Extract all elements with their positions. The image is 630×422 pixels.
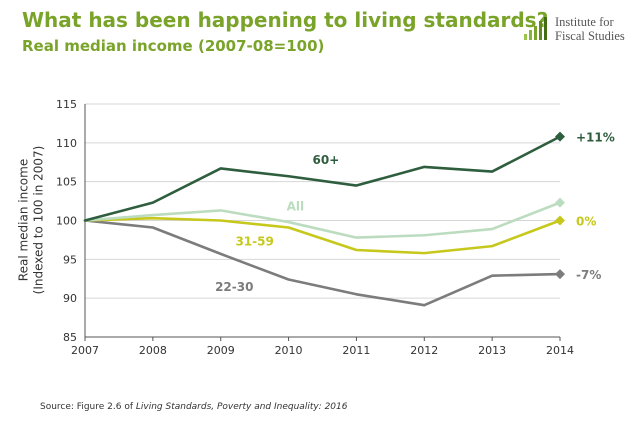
ifs-logo: Institute for Fiscal Studies: [523, 14, 625, 54]
source-prefix: Source: Figure 2.6 of: [40, 402, 136, 412]
logo-text-line2: Fiscal Studies: [555, 29, 625, 43]
end-marker-31-59: [555, 215, 565, 226]
series-line-31-59: [83, 216, 562, 255]
source-publication: Living Standards, Poverty and Inequality…: [135, 402, 348, 412]
y-tick-label: 95: [63, 253, 77, 266]
end-marker-All: [555, 197, 565, 208]
y-axis-label: Real median income(Indexed to 100 in 200…: [17, 146, 46, 295]
logo-text-line1: Institute for: [555, 15, 614, 29]
y-tick-label: 105: [56, 176, 77, 189]
x-tick-label: 2008: [139, 344, 167, 357]
series-label-31-59: 31-59: [235, 234, 273, 248]
end-marker-60+: [555, 131, 565, 142]
chart-subtitle: Real median income (2007-08=100): [22, 37, 325, 55]
end-label-31-59: 0%: [576, 215, 596, 229]
y-tick-label: 90: [63, 292, 77, 305]
x-tick-label: 2010: [275, 344, 303, 357]
y-tick-label: 110: [56, 137, 77, 150]
x-tick-label: 2014: [546, 344, 574, 357]
end-marker-22-30: [555, 269, 565, 280]
series-line-60+: [83, 135, 562, 222]
x-tick-label: 2012: [410, 344, 438, 357]
x-tick-label: 2009: [207, 344, 235, 357]
y-axis-label-line: (Indexed to 100 in 2007): [32, 146, 46, 295]
series-label-22-30: 22-30: [215, 280, 253, 294]
x-tick-label: 2007: [71, 344, 99, 357]
end-label-22-30: -7%: [576, 268, 601, 282]
chart-title: What has been happening to living standa…: [22, 8, 549, 32]
x-tick-label: 2013: [478, 344, 506, 357]
source-note: Source: Figure 2.6 of Living Standards, …: [40, 402, 347, 412]
series-label-60+: 60+: [313, 153, 340, 167]
y-axis-label-line: Real median income: [17, 159, 31, 281]
x-tick-label: 2011: [342, 344, 370, 357]
series-line-All: [83, 201, 562, 239]
end-label-60+: +11%: [576, 131, 615, 145]
series-label-All: All: [287, 199, 305, 213]
series-line-22-30: [83, 219, 562, 307]
y-tick-label: 115: [56, 98, 77, 111]
logo-bars-icon: [524, 17, 547, 40]
y-tick-label: 100: [56, 215, 77, 228]
y-tick-label: 85: [63, 331, 77, 344]
